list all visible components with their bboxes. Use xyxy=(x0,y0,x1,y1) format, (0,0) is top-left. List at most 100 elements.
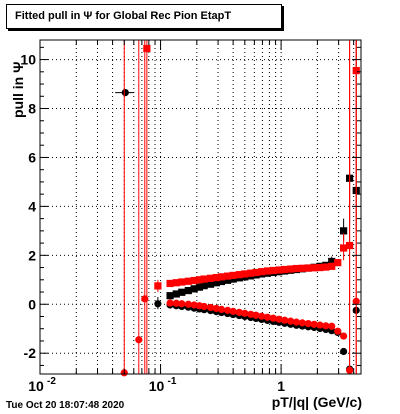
data-point xyxy=(135,336,143,344)
data-point xyxy=(195,276,203,284)
data-point xyxy=(200,282,208,290)
data-point xyxy=(263,267,272,275)
data-point xyxy=(316,321,324,329)
data-point xyxy=(252,268,260,277)
data-point xyxy=(241,309,249,317)
data-point xyxy=(184,286,192,295)
data-point xyxy=(334,327,342,335)
data-point xyxy=(143,44,151,53)
data-point xyxy=(346,241,354,250)
data-point xyxy=(298,319,306,327)
data-point xyxy=(184,300,192,308)
y-tick-label: 8 xyxy=(28,101,36,117)
data-point xyxy=(235,308,243,316)
data-point xyxy=(328,322,336,330)
data-point xyxy=(217,277,226,286)
data-point xyxy=(184,277,192,285)
y-tick-label: -2 xyxy=(24,345,37,361)
data-point xyxy=(258,268,266,276)
data-point xyxy=(275,315,283,323)
data-point xyxy=(154,282,162,290)
data-point xyxy=(304,264,312,272)
data-point xyxy=(229,307,237,315)
data-point xyxy=(166,299,174,307)
x-tick-exponent: -1 xyxy=(168,376,177,387)
y-tick-label: 2 xyxy=(28,247,36,263)
data-point xyxy=(304,319,312,328)
data-point xyxy=(263,313,272,321)
data-point xyxy=(178,288,186,296)
timestamp: Tue Oct 20 18:07:48 2020 xyxy=(6,400,125,411)
data-point xyxy=(229,271,237,279)
data-point xyxy=(340,227,348,235)
data-point xyxy=(178,278,186,286)
data-point xyxy=(172,279,180,287)
data-point xyxy=(352,66,360,75)
data-point xyxy=(287,317,295,325)
data-point xyxy=(121,89,129,97)
data-point xyxy=(224,272,232,280)
chart-title-box: Fitted pull in Ψ for Global Rec Pion Eta… xyxy=(6,4,282,29)
data-point xyxy=(206,274,215,282)
y-tick-label: 4 xyxy=(28,198,36,214)
data-point xyxy=(172,290,180,298)
data-point xyxy=(328,257,336,266)
data-point xyxy=(154,300,162,308)
data-point xyxy=(328,262,336,270)
y-tick-label: 10 xyxy=(20,52,36,68)
data-point xyxy=(322,322,330,330)
data-point xyxy=(172,299,180,307)
data-point xyxy=(334,259,342,267)
data-point xyxy=(235,271,243,279)
data-point xyxy=(178,300,186,308)
data-point xyxy=(166,279,174,288)
y-tick-label: 0 xyxy=(28,296,36,312)
data-point xyxy=(252,311,260,319)
x-tick-label: 10 xyxy=(28,378,44,394)
chart-title: Fitted pull in Ψ for Global Rec Pion Eta… xyxy=(15,10,232,22)
plot-background xyxy=(40,40,361,374)
y-tick-label: 6 xyxy=(28,149,36,165)
data-point xyxy=(190,285,198,293)
data-point xyxy=(229,275,237,283)
x-tick-label: 1 xyxy=(277,378,285,394)
data-point xyxy=(281,316,289,324)
data-point xyxy=(247,310,255,318)
data-point xyxy=(212,279,220,287)
data-point xyxy=(269,266,277,275)
data-point xyxy=(217,305,226,314)
data-point xyxy=(292,264,301,273)
data-point xyxy=(287,265,295,273)
x-axis-label: pT/|q| (GeV/c) xyxy=(271,394,362,410)
data-point xyxy=(241,270,249,278)
data-point xyxy=(212,273,220,282)
data-point xyxy=(322,263,330,271)
data-point xyxy=(310,320,318,328)
data-point xyxy=(258,312,266,320)
data-point xyxy=(195,283,203,291)
data-point xyxy=(275,266,283,274)
data-point xyxy=(340,347,348,356)
data-point xyxy=(217,273,226,281)
data-point xyxy=(200,302,208,311)
data-point xyxy=(224,306,232,314)
data-point xyxy=(190,301,198,309)
data-point xyxy=(166,292,174,300)
data-point xyxy=(269,314,277,322)
data-point xyxy=(206,280,215,288)
data-point xyxy=(247,269,255,277)
plot-frame xyxy=(39,39,362,375)
data-point xyxy=(310,264,318,272)
data-point xyxy=(292,318,301,326)
data-point xyxy=(190,276,198,285)
data-point xyxy=(200,275,208,283)
data-point xyxy=(224,276,232,284)
data-point xyxy=(340,332,348,340)
data-point xyxy=(340,244,348,252)
data-point xyxy=(206,303,215,312)
x-tick-label: 10 xyxy=(149,378,165,394)
data-point xyxy=(298,264,306,272)
data-point xyxy=(281,265,289,274)
x-tick-exponent: -2 xyxy=(47,376,56,387)
